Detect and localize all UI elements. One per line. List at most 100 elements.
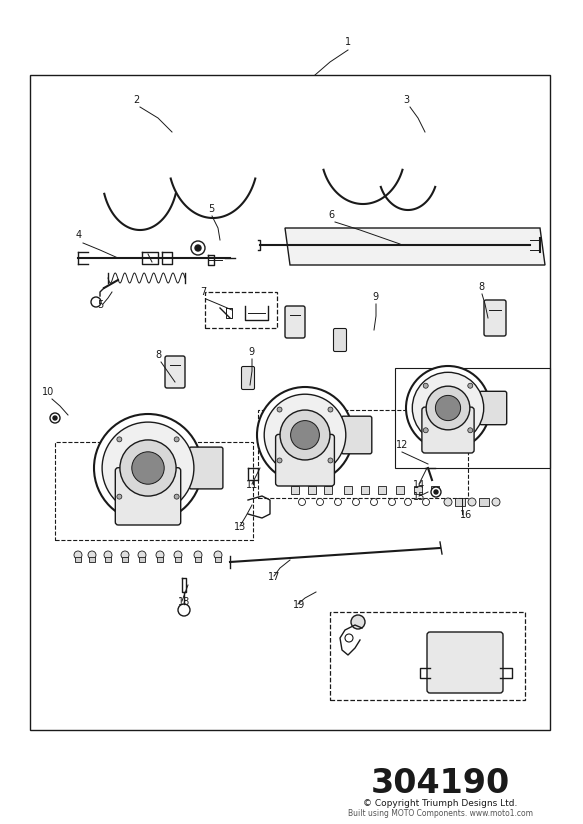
FancyBboxPatch shape [480,391,507,424]
Circle shape [174,551,182,559]
Text: 1: 1 [345,37,351,47]
FancyBboxPatch shape [276,434,335,486]
Circle shape [328,458,333,463]
Circle shape [406,366,490,450]
Circle shape [335,499,342,505]
Circle shape [88,551,96,559]
Circle shape [257,387,353,483]
Circle shape [412,372,484,443]
Circle shape [132,452,164,485]
Bar [139,557,145,562]
Circle shape [280,410,330,460]
Circle shape [436,396,461,420]
Text: 2: 2 [133,95,139,105]
Circle shape [102,422,194,514]
Circle shape [91,297,101,307]
Bar [361,486,369,494]
Circle shape [214,551,222,559]
Text: 8: 8 [155,350,161,360]
Circle shape [468,428,473,433]
Bar [324,486,332,494]
Circle shape [178,604,190,616]
Circle shape [277,407,282,412]
Circle shape [191,241,205,255]
Bar [291,486,299,494]
FancyBboxPatch shape [115,468,181,525]
Bar [344,486,352,494]
Text: 7: 7 [200,287,206,297]
Circle shape [492,498,500,506]
Circle shape [353,499,360,505]
Bar [455,498,465,506]
Bar [89,557,95,562]
Text: 14: 14 [413,480,425,490]
Bar [175,557,181,562]
FancyBboxPatch shape [189,447,223,489]
Bar [122,557,128,562]
FancyBboxPatch shape [427,632,503,693]
Text: 9: 9 [372,292,378,302]
Text: 9: 9 [248,347,254,357]
Circle shape [195,245,201,251]
Text: 4: 4 [76,230,82,240]
Circle shape [117,494,122,499]
Circle shape [74,551,82,559]
Circle shape [121,551,129,559]
Text: 6: 6 [328,210,334,220]
Circle shape [328,407,333,412]
Circle shape [290,420,319,449]
Bar [157,557,163,562]
FancyBboxPatch shape [342,416,372,454]
Bar [105,557,111,562]
Circle shape [405,499,412,505]
Circle shape [468,383,473,388]
Circle shape [444,498,452,506]
FancyBboxPatch shape [241,367,255,390]
Circle shape [174,494,179,499]
Bar [414,486,422,494]
Text: 17: 17 [268,572,280,582]
Text: 19: 19 [293,600,305,610]
Circle shape [104,551,112,559]
Circle shape [345,634,353,642]
Circle shape [468,498,476,506]
Text: 3: 3 [403,95,409,105]
Circle shape [174,437,179,442]
Circle shape [434,490,438,494]
Text: Built using MOTO Components. www.moto1.com: Built using MOTO Components. www.moto1.c… [347,809,532,818]
Circle shape [298,499,305,505]
Text: 304190: 304190 [370,767,510,800]
Circle shape [351,615,365,629]
FancyBboxPatch shape [165,356,185,388]
Circle shape [431,487,441,497]
Bar [396,486,404,494]
Circle shape [264,394,346,475]
Text: 5: 5 [97,300,103,310]
Text: 11: 11 [246,480,258,490]
Circle shape [426,386,470,430]
Text: 12: 12 [396,440,408,450]
Bar [195,557,201,562]
Circle shape [423,428,429,433]
Circle shape [156,551,164,559]
Circle shape [423,499,430,505]
Bar [258,410,468,498]
Circle shape [50,413,60,423]
Circle shape [120,440,176,496]
Text: 8: 8 [478,282,484,292]
Text: 18: 18 [178,597,190,607]
Circle shape [277,458,282,463]
Circle shape [194,551,202,559]
Circle shape [94,414,202,522]
Bar [330,612,525,700]
Bar [205,292,277,328]
Text: 13: 13 [234,522,246,532]
FancyBboxPatch shape [484,300,506,336]
FancyBboxPatch shape [333,329,346,352]
Text: 16: 16 [460,510,472,520]
Bar [30,75,550,730]
Circle shape [138,551,146,559]
Bar [395,368,550,468]
FancyBboxPatch shape [422,407,474,453]
Circle shape [423,383,429,388]
